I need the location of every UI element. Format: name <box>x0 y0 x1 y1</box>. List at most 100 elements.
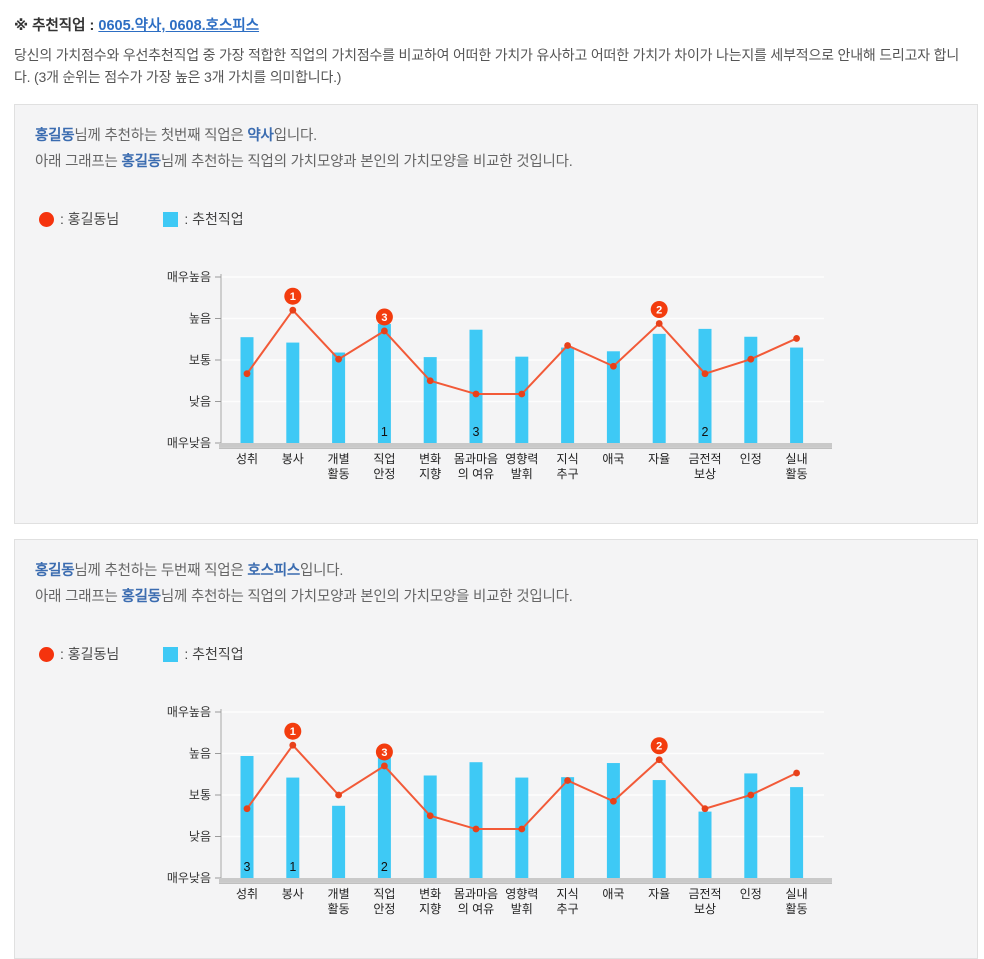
y-axis-label: 매우높음 <box>167 705 211 719</box>
bar-rank-label: 2 <box>381 860 388 874</box>
y-axis-label: 매우낮음 <box>167 871 211 885</box>
job-value-bar <box>652 780 666 878</box>
job-panel-2: 홍길동님께 추천하는 두번째 직업은 호스피스입니다. 아래 그래프는 홍길동님… <box>14 539 978 959</box>
category-label: 지식 <box>557 452 579 466</box>
category-label: 발휘 <box>511 467 533 481</box>
job-value-bar <box>469 762 483 878</box>
category-label: 성취 <box>236 452 258 466</box>
category-label: 인정 <box>740 887 762 901</box>
category-label: 추구 <box>557 467 579 481</box>
user-value-point <box>610 362 617 370</box>
y-axis-label: 높음 <box>189 747 211 761</box>
category-label: 지향 <box>419 467 441 481</box>
user-rank-badge-icon <box>375 308 393 326</box>
category-label: 성취 <box>236 887 258 901</box>
job-value-bar <box>698 811 712 878</box>
job-panel-1: 홍길동님께 추천하는 첫번째 직업은 약사입니다. 아래 그래프는 홍길동님께 … <box>14 104 978 524</box>
user-rank-badge-icon <box>284 287 302 305</box>
user-rank-badge-icon <box>650 737 668 755</box>
job-legend-swatch-icon <box>163 646 179 662</box>
category-label: 활동 <box>328 467 350 481</box>
y-axis-label: 낮음 <box>189 830 211 844</box>
bar-rank-label: 3 <box>473 425 480 439</box>
user-value-point <box>793 335 800 342</box>
category-label: 애국 <box>602 452 624 466</box>
bar-rank-label: 1 <box>289 860 296 874</box>
category-label: 활동 <box>328 902 350 916</box>
job-value-bar <box>790 787 804 878</box>
user-legend-dot-icon <box>39 646 54 662</box>
user-value-point <box>243 370 251 378</box>
job-value-bar <box>423 775 437 878</box>
job-value-bar <box>332 352 346 443</box>
job-value-bar <box>377 757 391 878</box>
job-value-bar <box>744 773 758 878</box>
user-value-point <box>793 769 800 777</box>
job-value-bar <box>698 328 712 443</box>
job-value-bar <box>790 347 804 443</box>
category-label: 직업 <box>373 887 395 901</box>
category-label: 봉사 <box>282 887 304 901</box>
job-value-bar <box>744 336 758 443</box>
user-value-point <box>381 327 388 335</box>
category-label: 개별 <box>328 887 350 901</box>
intro-text: 아래 그래프는 <box>35 154 122 170</box>
page-title: ※ 추천직업 : 0605.약사, 0608.호스피스 <box>14 14 974 35</box>
category-label: 봉사 <box>282 452 304 466</box>
category-label: 몸과마음 <box>454 452 498 466</box>
user-value-point <box>518 825 526 833</box>
legend-job-label: : 추천직업 <box>184 211 244 227</box>
panel1-intro-line2: 아래 그래프는 홍길동님께 추천하는 직업의 가치모양과 본인의 가치모양을 비… <box>35 149 977 175</box>
y-axis-label: 매우높음 <box>167 270 211 284</box>
user-value-point <box>655 756 663 764</box>
category-label: 의 여유 <box>458 467 494 481</box>
job-value-bar <box>332 805 346 878</box>
category-label: 직업 <box>373 452 395 466</box>
job-value-bar <box>240 755 254 878</box>
category-label: 안정 <box>373 902 395 916</box>
job-value-bar <box>561 347 575 443</box>
page-description: 당신의 가치점수와 우선추천직업 중 가장 적합한 직업의 가치점수를 비교하여… <box>14 47 960 85</box>
chart-legend-1: : 홍길동님 : 추천직업 <box>39 209 977 229</box>
panel1-intro-line1: 홍길동님께 추천하는 첫번째 직업은 약사입니다. <box>35 123 977 149</box>
user-value-point <box>243 805 251 813</box>
user-rank-badge-number: 3 <box>381 312 387 324</box>
legend-user-label: : 홍길동님 <box>60 211 120 227</box>
intro-text: 아래 그래프는 <box>35 589 122 605</box>
category-label: 의 여유 <box>458 902 494 916</box>
job-value-bar <box>652 333 666 443</box>
y-axis-label: 매우낮음 <box>167 436 211 450</box>
legend-job-item: : 추천직업 <box>163 209 244 229</box>
legend-job-item: : 추천직업 <box>163 644 244 664</box>
category-label: 인정 <box>740 452 762 466</box>
user-value-point <box>564 777 571 784</box>
user-rank-badge-icon <box>650 300 668 318</box>
recommended-jobs-link[interactable]: 0605.약사, 0608.호스피스 <box>98 18 260 34</box>
chart-legend-2: : 홍길동님 : 추천직업 <box>39 644 977 664</box>
job-value-bar <box>240 337 254 443</box>
category-label: 실내 <box>786 887 808 901</box>
user-value-point <box>701 370 709 378</box>
bar-rank-label: 3 <box>244 860 251 874</box>
category-label: 몸과마음 <box>454 887 498 901</box>
category-label: 자율 <box>648 887 670 901</box>
job-value-bar <box>515 356 529 443</box>
category-label: 발휘 <box>511 902 533 916</box>
user-value-point <box>655 320 663 327</box>
job-name: 호스피스 <box>247 563 300 579</box>
user-value-point <box>747 791 755 799</box>
user-rank-badge-number: 1 <box>290 726 296 738</box>
job-value-bar <box>286 342 300 443</box>
user-rank-badge-icon <box>284 722 302 740</box>
category-label: 개별 <box>328 452 350 466</box>
category-label: 보상 <box>694 467 716 481</box>
user-rank-badge-number: 2 <box>656 741 662 753</box>
user-value-point <box>747 355 755 363</box>
user-name: 홍길동 <box>121 589 162 605</box>
job-value-bar <box>377 323 391 443</box>
y-axis-label: 보통 <box>189 353 211 367</box>
category-label: 실내 <box>786 452 808 466</box>
category-label: 지향 <box>419 902 441 916</box>
page-title-prefix: ※ 추천직업 : <box>14 18 99 34</box>
